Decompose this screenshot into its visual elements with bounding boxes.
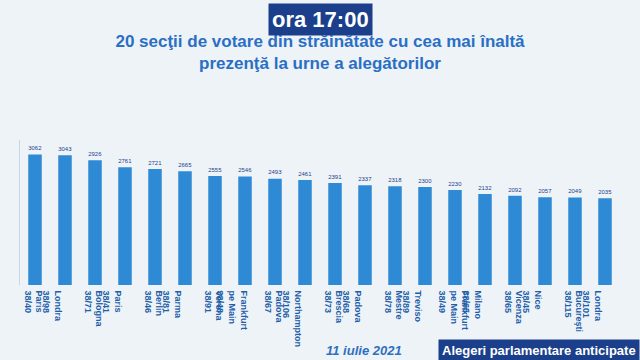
- svg-text:Vicenza38/65: Vicenza38/65: [503, 291, 525, 325]
- svg-text:Padova38/68: Padova38/68: [341, 291, 363, 324]
- svg-text:Bucureşti38/115: Bucureşti38/115: [563, 291, 585, 333]
- svg-text:Brescia38/73: Brescia38/73: [323, 291, 345, 325]
- svg-text:Frankfurtpe Main38/49: Frankfurtpe Main38/49: [437, 291, 470, 331]
- svg-text:2391: 2391: [328, 174, 342, 180]
- svg-text:2337: 2337: [358, 176, 371, 182]
- svg-text:2300: 2300: [418, 178, 432, 184]
- svg-text:Padova38/67: Padova38/67: [263, 291, 285, 324]
- svg-text:Frankfurtpe Main38/48: Frankfurtpe Main38/48: [215, 291, 248, 331]
- svg-text:Parma38/81: Parma38/81: [161, 291, 183, 320]
- svg-text:2721: 2721: [148, 160, 162, 166]
- svg-text:2461: 2461: [298, 171, 312, 177]
- svg-text:Paris38/40: Paris38/40: [23, 291, 45, 314]
- svg-text:2493: 2493: [268, 169, 282, 175]
- svg-text:Londra38/101: Londra38/101: [581, 291, 603, 322]
- svg-text:11 iulie 2021: 11 iulie 2021: [326, 343, 402, 358]
- svg-text:Londra38/98: Londra38/98: [41, 291, 63, 322]
- svg-text:2318: 2318: [388, 177, 402, 183]
- svg-text:3062: 3062: [28, 145, 41, 151]
- svg-text:Nice38/45: Nice38/45: [521, 291, 543, 314]
- svg-text:2761: 2761: [118, 158, 132, 164]
- svg-text:Alegeri parlamentare anticipat: Alegeri parlamentare anticipate: [442, 343, 636, 358]
- svg-text:ora 17:00: ora 17:00: [272, 7, 369, 32]
- svg-text:Treviso38/89: Treviso38/89: [401, 291, 423, 323]
- svg-text:Mestre38/78: Mestre38/78: [383, 291, 405, 320]
- svg-text:Paris38/41: Paris38/41: [101, 291, 123, 314]
- svg-text:2546: 2546: [238, 167, 252, 173]
- svg-text:20 secţii de votare din străin: 20 secţii de votare din străinătate cu c…: [115, 32, 525, 73]
- svg-text:Bologna38/71: Bologna38/71: [83, 291, 105, 328]
- svg-text:2092: 2092: [508, 187, 521, 193]
- svg-text:2665: 2665: [178, 162, 192, 168]
- svg-text:Milano38/65: Milano38/65: [461, 291, 483, 320]
- svg-text:2057: 2057: [538, 188, 551, 194]
- svg-text:2555: 2555: [208, 167, 222, 173]
- svg-text:2926: 2926: [88, 151, 102, 157]
- svg-text:2049: 2049: [568, 188, 582, 194]
- svg-text:2230: 2230: [448, 181, 462, 187]
- svg-text:Berlin38/46: Berlin38/46: [143, 291, 165, 317]
- svg-text:2035: 2035: [598, 189, 612, 195]
- svg-text:3043: 3043: [58, 146, 72, 152]
- svg-text:Verona38/91: Verona38/91: [203, 291, 225, 322]
- svg-text:Northampton38/106: Northampton38/106: [281, 291, 303, 348]
- svg-text:2132: 2132: [478, 185, 491, 191]
